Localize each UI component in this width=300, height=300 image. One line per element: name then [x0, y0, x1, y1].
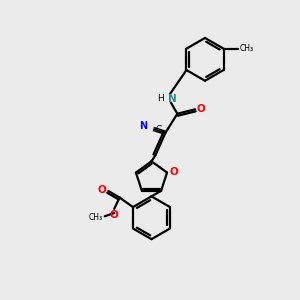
Text: O: O: [170, 167, 178, 177]
Text: C: C: [155, 125, 162, 134]
Text: CH₃: CH₃: [239, 44, 254, 53]
Text: O: O: [197, 104, 206, 114]
Text: O: O: [98, 185, 106, 195]
Text: O: O: [109, 210, 118, 220]
Text: N: N: [139, 121, 147, 131]
Text: H: H: [157, 94, 164, 103]
Text: CH₃: CH₃: [89, 213, 103, 222]
Text: N: N: [167, 94, 176, 103]
